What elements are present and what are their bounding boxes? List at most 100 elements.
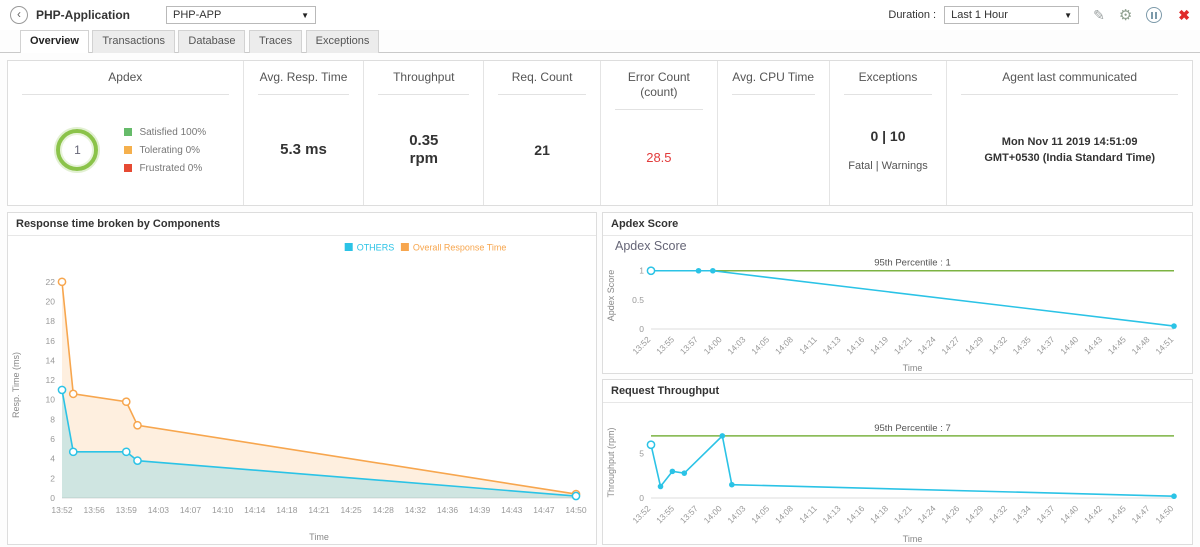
svg-text:14:37: 14:37: [1034, 503, 1056, 525]
svg-text:14:32: 14:32: [405, 505, 427, 515]
svg-text:OTHERS: OTHERS: [357, 243, 395, 253]
avg-resp-time-value: 5.3 ms: [280, 141, 327, 158]
metric-req-count: Req. Count 21: [484, 61, 601, 205]
svg-text:Overall Response Time: Overall Response Time: [413, 243, 507, 253]
svg-text:13:52: 13:52: [51, 505, 73, 515]
req-count-value: 21: [534, 141, 550, 158]
metric-title: Req. Count: [498, 61, 586, 95]
legend-label: Satisfied 100%: [139, 126, 207, 138]
svg-text:14:16: 14:16: [844, 334, 866, 356]
exceptions-value: 0 | 10: [870, 127, 906, 144]
svg-text:13:55: 13:55: [654, 334, 676, 356]
svg-text:22: 22: [46, 277, 56, 287]
caret-down-icon: ▼: [1064, 10, 1073, 20]
legend-swatch-frustrated: [124, 164, 133, 172]
panel-title: Response time broken by Components: [8, 213, 596, 236]
panel-title: Request Throughput: [603, 380, 1192, 403]
apdex-legend: Satisfied 100% Tolerating 0% Frustrated …: [124, 127, 206, 174]
tab-overview[interactable]: Overview: [20, 30, 89, 53]
svg-text:14:03: 14:03: [148, 505, 170, 515]
components-chart: 0 2 4 6 8 10 12 14 16 18 20 22 13:52 13:56 13:59 14:03 1…: [11, 243, 587, 543]
metric-throughput: Throughput 0.35 rpm: [364, 61, 485, 205]
legend-label: Tolerating 0%: [139, 144, 201, 156]
svg-text:14:37: 14:37: [1034, 334, 1056, 356]
tab-transactions[interactable]: Transactions: [92, 30, 175, 53]
metric-title: Agent last communicated: [961, 61, 1178, 95]
svg-text:13:52: 13:52: [630, 334, 652, 356]
svg-text:14:47: 14:47: [533, 505, 555, 515]
svg-text:14:47: 14:47: [1130, 503, 1152, 525]
svg-text:14:21: 14:21: [892, 334, 914, 356]
back-button[interactable]: ‹: [10, 6, 28, 24]
tab-bar: Overview Transactions Database Traces Ex…: [0, 30, 1200, 53]
svg-text:14:24: 14:24: [916, 503, 938, 525]
svg-text:14:43: 14:43: [1082, 334, 1104, 356]
svg-text:20: 20: [46, 296, 56, 306]
duration-selector[interactable]: Last 1 Hour ▼: [944, 6, 1080, 24]
svg-text:8: 8: [50, 414, 55, 424]
svg-text:14:18: 14:18: [868, 503, 890, 525]
tab-exceptions[interactable]: Exceptions: [305, 30, 380, 53]
svg-text:14:29: 14:29: [963, 503, 985, 525]
metric-agent-last-communicated: Agent last communicated Mon Nov 11 2019 …: [947, 61, 1192, 205]
app-type-label: PHP-Application: [36, 8, 131, 22]
svg-text:14:35: 14:35: [1011, 334, 1033, 356]
svg-text:14:19: 14:19: [868, 334, 890, 356]
svg-text:14:00: 14:00: [702, 334, 724, 356]
components-panel: Response time broken by Components 0 2 4 6 8…: [7, 212, 597, 545]
svg-text:1: 1: [639, 266, 644, 276]
exceptions-sublabel: Fatal | Warnings: [848, 160, 928, 173]
agent-timestamp-line1: Mon Nov 11 2019 14:51:09: [1001, 135, 1138, 148]
svg-text:Time: Time: [903, 363, 923, 373]
metric-title: Throughput: [378, 61, 470, 95]
svg-text:14:13: 14:13: [820, 334, 842, 356]
close-icon[interactable]: ✖: [1178, 6, 1190, 23]
edit-icon[interactable]: ✎: [1093, 6, 1105, 23]
duration-selector-value: Last 1 Hour: [951, 9, 1008, 21]
svg-text:14:05: 14:05: [749, 334, 771, 356]
svg-text:14:45: 14:45: [1106, 503, 1128, 525]
svg-text:4: 4: [50, 454, 55, 464]
svg-text:14:50: 14:50: [1153, 503, 1175, 525]
metric-exceptions: Exceptions 0 | 10 Fatal | Warnings: [830, 61, 948, 205]
svg-text:14:29: 14:29: [963, 334, 985, 356]
svg-text:14:21: 14:21: [892, 503, 914, 525]
svg-text:14:21: 14:21: [308, 505, 330, 515]
svg-text:14:32: 14:32: [987, 503, 1009, 525]
tab-database[interactable]: Database: [178, 30, 246, 53]
svg-text:14:07: 14:07: [180, 505, 202, 515]
svg-text:14:42: 14:42: [1082, 503, 1104, 525]
panel-title: Apdex Score: [603, 213, 1192, 236]
duration-label: Duration :: [888, 9, 937, 21]
settings-gear-icon[interactable]: ⚙: [1118, 7, 1133, 24]
pause-icon[interactable]: [1146, 7, 1163, 23]
metric-title: Avg. Resp. Time: [257, 61, 350, 95]
svg-text:14:51: 14:51: [1153, 334, 1175, 356]
apdex-score-panel: Apdex Score 0 0.5 1 13:52 13:55 13:57 14:00 14:…: [602, 212, 1193, 374]
metric-title: Avg. CPU Time: [731, 61, 815, 95]
tab-traces[interactable]: Traces: [248, 30, 303, 53]
apdex-score-chart: 0 0.5 1 13:52 13:55 13:57 14:00 14:03 14:05 14:08…: [606, 239, 1177, 373]
throughput-unit: rpm: [409, 150, 438, 167]
apdex-value: 1: [74, 143, 81, 157]
svg-text:13:59: 13:59: [116, 505, 138, 515]
svg-text:14:14: 14:14: [244, 505, 266, 515]
svg-text:95th Percentile : 1: 95th Percentile : 1: [874, 258, 951, 269]
agent-timestamp-line2: GMT+0530 (India Standard Time): [984, 152, 1155, 164]
svg-text:14:25: 14:25: [340, 505, 362, 515]
svg-text:14:05: 14:05: [749, 503, 771, 525]
svg-text:14:34: 14:34: [1011, 503, 1033, 525]
svg-text:13:57: 13:57: [678, 503, 700, 525]
legend-swatch-satisfied: [124, 128, 133, 136]
topbar: ‹ PHP-Application PHP-APP ▼ Duration : L…: [0, 0, 1200, 30]
svg-text:14:40: 14:40: [1058, 334, 1080, 356]
metrics-strip: Apdex 1 Satisfied 100% Tolerating 0%: [7, 60, 1193, 206]
svg-text:14:28: 14:28: [373, 505, 395, 515]
metric-avg-cpu-time: Avg. CPU Time: [718, 61, 830, 205]
app-selector[interactable]: PHP-APP ▼: [166, 6, 317, 24]
svg-text:14:11: 14:11: [797, 503, 819, 525]
svg-text:13:56: 13:56: [83, 505, 105, 515]
legend-item: Satisfied 100%: [124, 127, 206, 138]
